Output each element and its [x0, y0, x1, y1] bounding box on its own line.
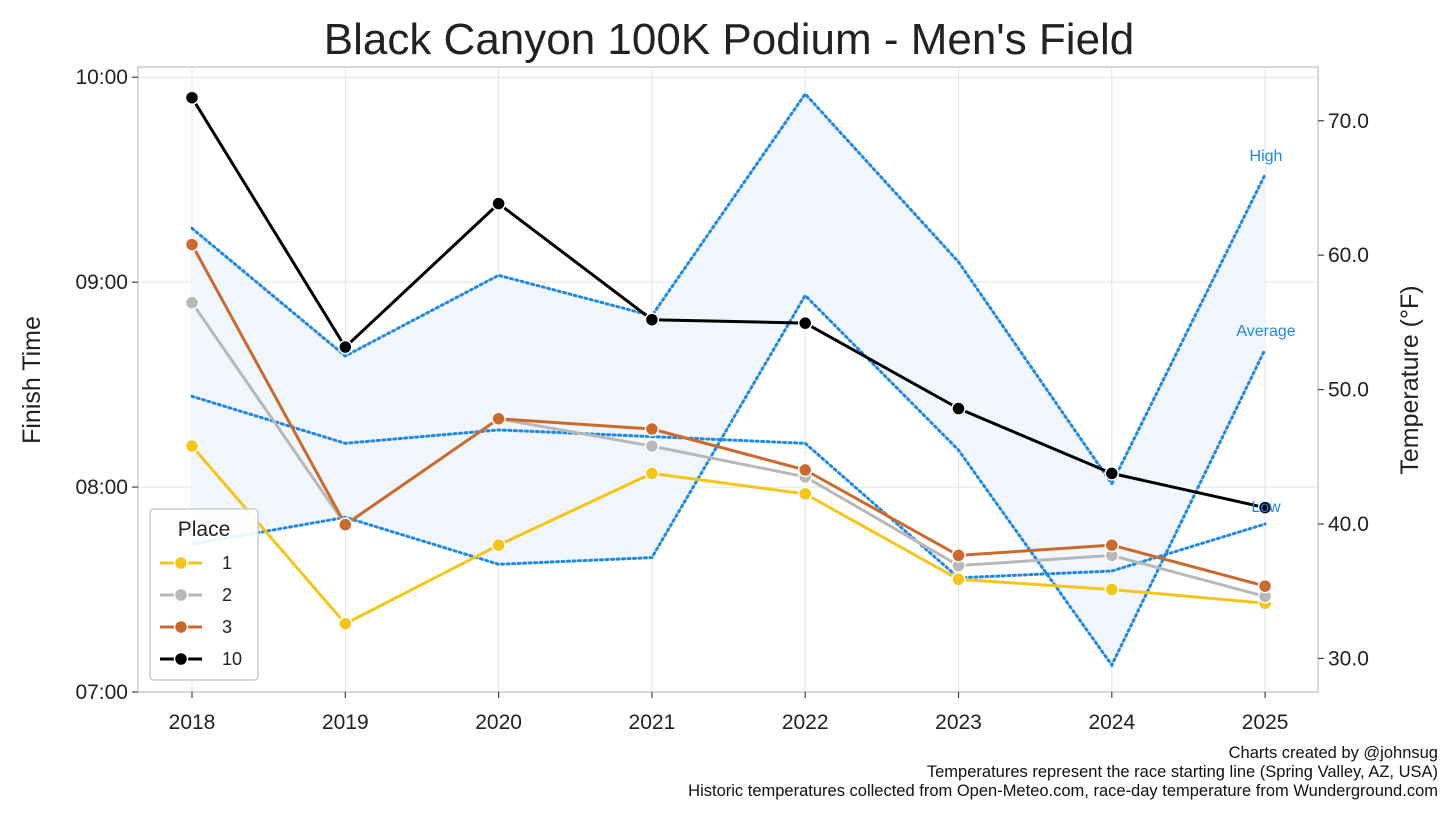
x-tick-label: 2025	[1242, 711, 1289, 734]
y2-tick-label: 40.0	[1328, 513, 1369, 536]
x-tick-label: 2021	[629, 711, 676, 734]
temperature-layer	[192, 94, 1265, 665]
legend-title: Place	[178, 518, 231, 541]
temp-label-high: High	[1250, 148, 1283, 165]
x-tick-label: 2019	[322, 711, 369, 734]
data-point	[186, 238, 199, 251]
y-axis-left: 07:00 08:00 09:00 10:00	[75, 66, 138, 704]
y-tick-label: 09:00	[75, 271, 128, 294]
data-point	[799, 464, 812, 477]
y2-tick-label: 30.0	[1328, 647, 1369, 670]
legend-swatch-marker	[175, 557, 188, 570]
y-axis-label: Finish Time	[18, 316, 46, 444]
data-point	[186, 91, 199, 104]
data-point	[799, 317, 812, 330]
legend-swatch-marker	[175, 653, 188, 666]
data-point	[1105, 539, 1118, 552]
data-point	[1105, 583, 1118, 596]
data-point	[952, 402, 965, 415]
x-tick-label: 2018	[169, 711, 216, 734]
legend-label: 1	[222, 553, 232, 573]
credits: Charts created by @johnsug Temperatures …	[688, 744, 1438, 801]
legend-swatch-marker	[175, 621, 188, 634]
legend-swatch-marker	[175, 589, 188, 602]
y2-tick-label: 60.0	[1328, 244, 1369, 267]
legend: Place 1 2 3 10	[150, 509, 258, 680]
temperature-band	[192, 94, 1265, 665]
data-point	[186, 296, 199, 309]
data-point	[799, 487, 812, 500]
y-tick-label: 07:00	[75, 681, 128, 704]
data-point	[339, 518, 352, 531]
data-point	[492, 412, 505, 425]
y-tick-label: 10:00	[75, 66, 128, 89]
x-tick-label: 2020	[475, 711, 522, 734]
legend-label: 3	[222, 617, 232, 637]
temp-label-low: Low	[1251, 499, 1281, 516]
temperature-labels: High Average Low	[1236, 148, 1295, 516]
data-point	[492, 539, 505, 552]
data-point	[339, 341, 352, 354]
y2-tick-label: 50.0	[1328, 379, 1369, 402]
temp-label-average: Average	[1236, 323, 1295, 340]
credit-line: Historic temperatures collected from Ope…	[688, 782, 1438, 801]
legend-label: 2	[222, 585, 232, 605]
data-point	[645, 313, 658, 326]
x-axis: 2018 2019 2020 2021 2022 2023 2024 2025	[169, 692, 1289, 734]
data-point	[645, 423, 658, 436]
data-point	[952, 549, 965, 562]
data-point	[1105, 467, 1118, 480]
y-axis-right: 30.0 40.0 50.0 60.0 70.0	[1318, 110, 1369, 671]
y2-axis-label: Temperature (°F)	[1396, 285, 1424, 474]
data-point	[186, 440, 199, 453]
credit-line: Charts created by @johnsug	[688, 744, 1438, 763]
data-point	[952, 573, 965, 586]
data-point	[492, 197, 505, 210]
data-point	[1259, 580, 1272, 593]
y2-tick-label: 70.0	[1328, 110, 1369, 133]
x-tick-label: 2022	[782, 711, 829, 734]
legend-label: 10	[222, 649, 242, 669]
x-tick-label: 2023	[935, 711, 982, 734]
data-point	[339, 617, 352, 630]
y-tick-label: 08:00	[75, 476, 128, 499]
chart-title: Black Canyon 100K Podium - Men's Field	[324, 15, 1135, 64]
data-point	[645, 440, 658, 453]
credit-line: Temperatures represent the race starting…	[688, 763, 1438, 782]
data-point	[645, 467, 658, 480]
x-tick-label: 2024	[1088, 711, 1135, 734]
